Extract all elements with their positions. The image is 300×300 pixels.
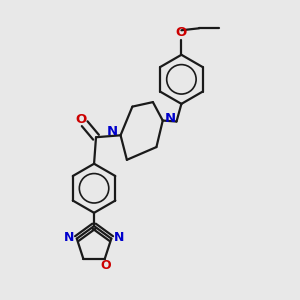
Text: N: N xyxy=(107,125,118,138)
Text: N: N xyxy=(64,231,74,244)
Text: O: O xyxy=(75,113,86,126)
Text: O: O xyxy=(176,26,187,39)
Text: N: N xyxy=(165,112,176,125)
Text: N: N xyxy=(114,231,124,244)
Text: O: O xyxy=(100,259,111,272)
